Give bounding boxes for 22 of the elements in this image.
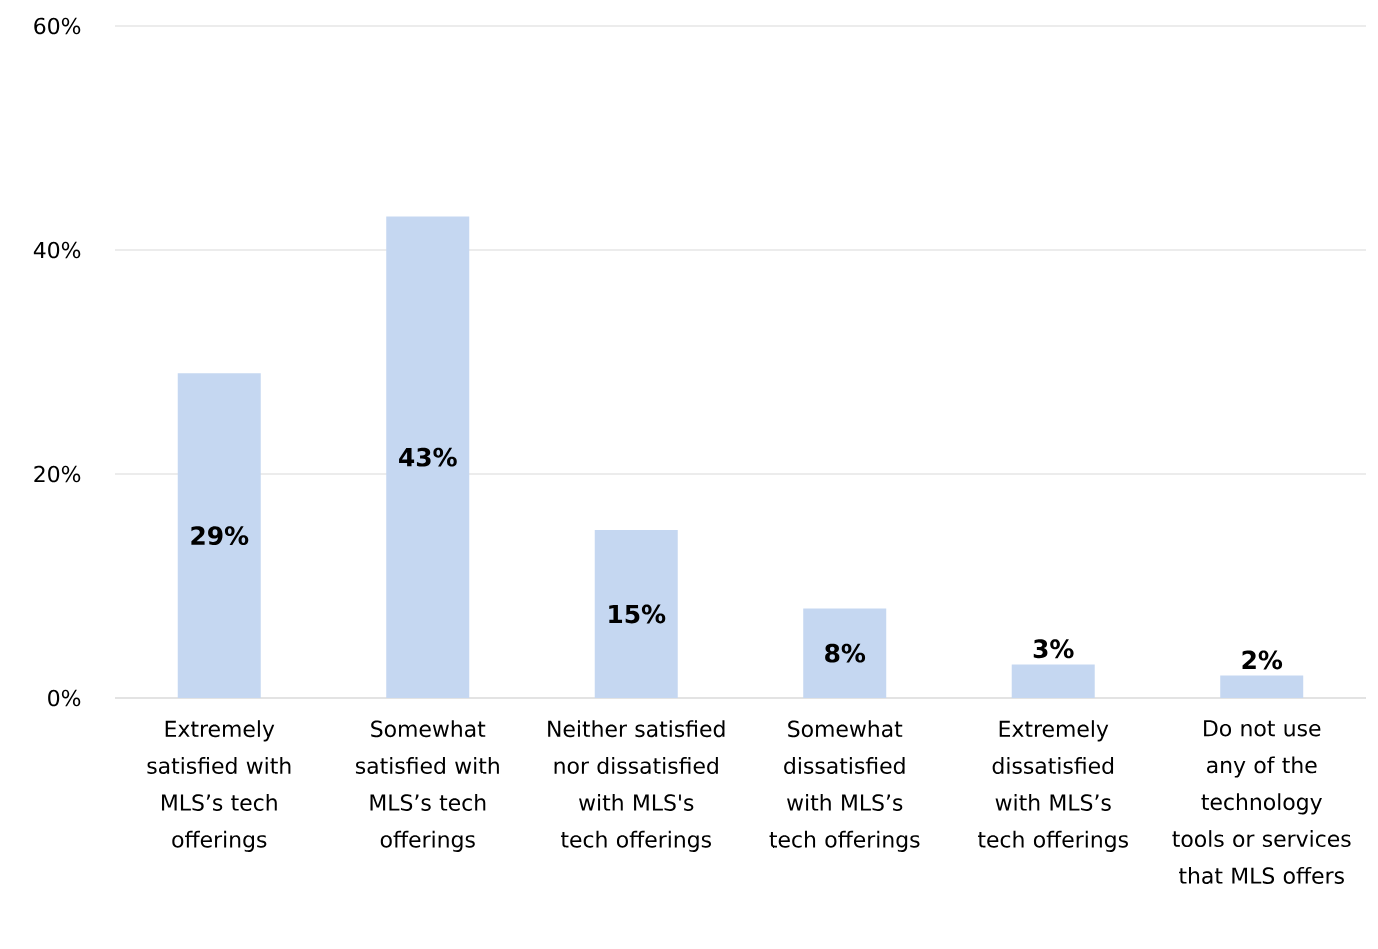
data-label: 2% <box>1242 650 1283 670</box>
y-tick-label: 60% <box>34 17 81 35</box>
bar <box>386 216 470 698</box>
data-label: 8% <box>825 643 866 663</box>
x-tick-label: Extremely dissatisfied with MLS’s tech offerings <box>978 720 1128 852</box>
x-tick-label: Somewhat satisfied with MLS’s tech offerings <box>355 720 499 852</box>
x-tick-label: Extremely satisfied with MLS’s tech offerings <box>147 720 291 852</box>
y-tick-label: 40% <box>33 241 81 259</box>
y-tick-label: 20% <box>34 465 81 483</box>
y-tick-label: 0% <box>48 689 81 707</box>
data-label: 3% <box>1033 639 1074 659</box>
x-tick-label: Do not use any of the technology tools or services that MLS offers <box>1172 720 1351 884</box>
data-label: 29% <box>191 526 249 546</box>
data-label: 43% <box>399 447 457 467</box>
bar <box>1220 675 1304 698</box>
bar <box>594 530 678 698</box>
data-label: 15% <box>609 604 666 624</box>
x-tick-label: Neither satisfied nor dissatisfied with MLS's tech offerings <box>548 720 725 852</box>
x-tick-label: Somewhat dissatisfied with MLS’s tech offerings <box>769 720 920 852</box>
bar <box>803 608 887 698</box>
bar <box>1011 664 1095 698</box>
bar <box>177 373 261 698</box>
